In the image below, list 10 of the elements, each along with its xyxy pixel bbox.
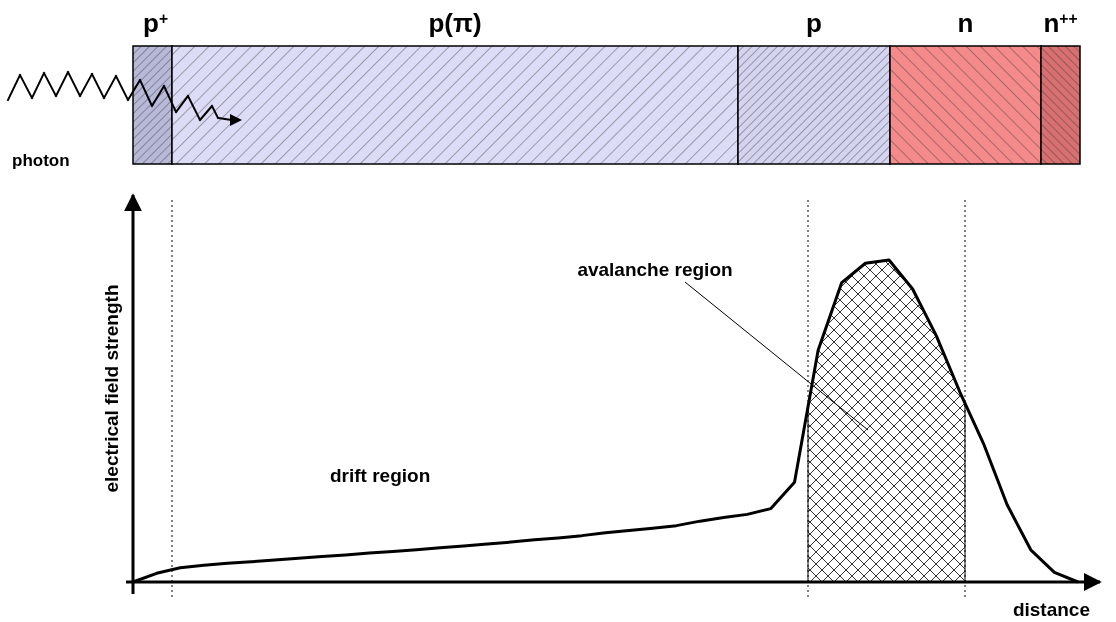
y-axis-title: electrical field strength (101, 284, 122, 493)
text: p(π) (428, 8, 482, 38)
annotation: drift region (330, 465, 431, 486)
text: p (806, 8, 822, 38)
text: photon (12, 151, 70, 170)
text: n$^{++}$ (1043, 8, 1078, 38)
x-axis-title: distance (1012, 599, 1090, 620)
annotation: avalanche region (577, 259, 733, 280)
text: p$^{+}$ (143, 8, 168, 38)
text: n (957, 8, 974, 38)
